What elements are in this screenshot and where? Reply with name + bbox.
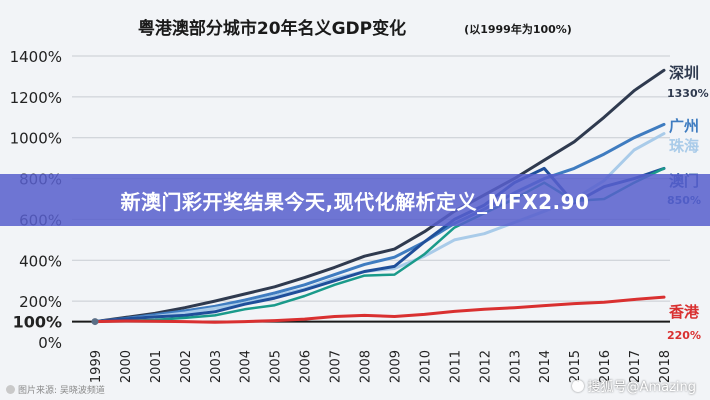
- x-tick-label: 2011: [448, 350, 463, 383]
- x-tick-label: 2008: [359, 350, 374, 383]
- series-name-label: 深圳: [669, 64, 699, 82]
- source-text: 图片来源: 吴晓波频道: [18, 386, 105, 396]
- y-tick-label: 0%: [38, 334, 62, 352]
- x-tick-label: 2018: [658, 350, 673, 383]
- series-name-label: 珠海: [669, 137, 699, 155]
- x-tick-label: 2010: [418, 350, 433, 383]
- x-tick-label: 2012: [478, 350, 493, 383]
- x-tick-label: 2004: [239, 350, 254, 383]
- y-tick-label: 1000%: [10, 130, 62, 148]
- y-tick-label: 200%: [19, 293, 62, 311]
- x-tick-label: 1999: [89, 350, 104, 383]
- x-tick-label: 2017: [628, 350, 643, 383]
- x-tick-label: 2006: [299, 350, 314, 383]
- x-tick-label: 2000: [119, 350, 134, 383]
- y-tick-label: 1400%: [10, 48, 62, 66]
- x-tick-label: 2009: [388, 350, 403, 383]
- sohu-logo-icon: [571, 379, 584, 392]
- x-tick-label: 2014: [538, 350, 553, 383]
- series-line: [93, 68, 666, 324]
- origin-point: [91, 318, 99, 326]
- source-logo-icon: [6, 385, 15, 394]
- x-tick-label: 2001: [149, 350, 164, 383]
- x-tick-label: 2007: [329, 350, 344, 383]
- watermark-text: 搜狐号@Amazing: [587, 380, 696, 395]
- chart-subtitle: (以1999年为100%): [464, 22, 572, 36]
- x-tick-label: 2016: [598, 350, 613, 383]
- watermark: 搜狐号@Amazing: [571, 376, 696, 395]
- banner-text: 新澳门彩开奖结果今天,现代化解析定义_MFX2.90: [120, 189, 590, 214]
- series-end-value-label: 1330%: [667, 87, 709, 100]
- series-name-label: 广州: [669, 117, 699, 135]
- series-end-value-label: 220%: [667, 329, 701, 342]
- x-tick-label: 2013: [508, 350, 523, 383]
- x-tick-label: 2003: [209, 350, 224, 383]
- series-line: [93, 122, 666, 324]
- chart-title: 粤港澳部分城市20年名义GDP变化: [138, 18, 406, 39]
- y-tick-label: 400%: [19, 252, 62, 270]
- x-axis-ticks: 1999 2000 2001 2002 2003 2004 2005 2006 2007 2008…: [89, 350, 673, 383]
- series-line: [93, 295, 666, 324]
- image-source: 图片来源: 吴晓波频道: [6, 383, 105, 396]
- grid: [72, 55, 670, 323]
- series-line: [93, 132, 666, 324]
- series-name-label: 香港: [669, 303, 700, 321]
- promo-banner[interactable]: 新澳门彩开奖结果今天,现代化解析定义_MFX2.90: [0, 174, 710, 226]
- y-axis-ticks: 0%100%200%400%600%800%1000%1200%1400%: [10, 48, 62, 352]
- series-lines: [91, 68, 666, 326]
- x-tick-label: 2002: [179, 350, 194, 383]
- y-tick-label: 100%: [13, 313, 62, 332]
- x-tick-label: 2005: [269, 350, 284, 383]
- y-tick-label: 1200%: [10, 89, 62, 107]
- x-tick-label: 2015: [568, 350, 583, 383]
